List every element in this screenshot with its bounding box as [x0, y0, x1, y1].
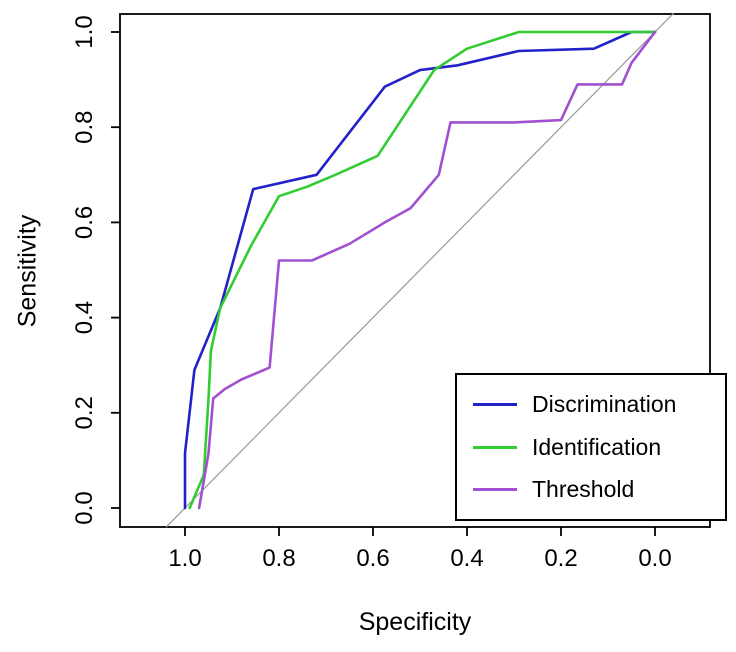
x-tick-label: 0.8: [262, 545, 295, 572]
x-tick-label: 0.4: [450, 545, 483, 572]
legend-line-discrimination-icon: [473, 402, 517, 406]
legend-item-discrimination: Discrimination: [473, 391, 725, 418]
legend-box: Discrimination Identification Threshold: [455, 373, 727, 521]
x-tick-label: 0.6: [356, 545, 389, 572]
y-tick-label: 1.0: [71, 15, 98, 48]
y-tick-label: 0.4: [71, 301, 98, 334]
legend-line-identification-icon: [473, 445, 517, 449]
legend-item-threshold: Threshold: [473, 476, 725, 503]
legend-label-identification: Identification: [532, 433, 662, 460]
legend-label-threshold: Threshold: [532, 476, 635, 503]
y-tick-label: 0.8: [71, 111, 98, 144]
y-tick-label: 0.0: [71, 491, 98, 524]
x-tick-label: 0.0: [638, 545, 671, 572]
y-tick-label: 0.6: [71, 206, 98, 239]
plot-box: [119, 13, 711, 528]
y-axis-label: Sensitivity: [13, 214, 42, 328]
x-tick-label: 0.2: [544, 545, 577, 572]
legend-label-discrimination: Discrimination: [532, 390, 677, 417]
chance-diagonal-line: [165, 12, 675, 528]
x-axis-label: Specificity: [358, 608, 472, 636]
roc-curve-threshold: [197, 30, 657, 510]
y-tick-label: 0.2: [71, 396, 98, 429]
legend-item-identification: Identification: [473, 434, 725, 461]
legend-line-threshold-icon: [473, 488, 517, 492]
roc-curve-identification: [188, 30, 657, 510]
x-tick-label: 1.0: [168, 545, 201, 572]
roc-curve-discrimination: [183, 30, 657, 510]
